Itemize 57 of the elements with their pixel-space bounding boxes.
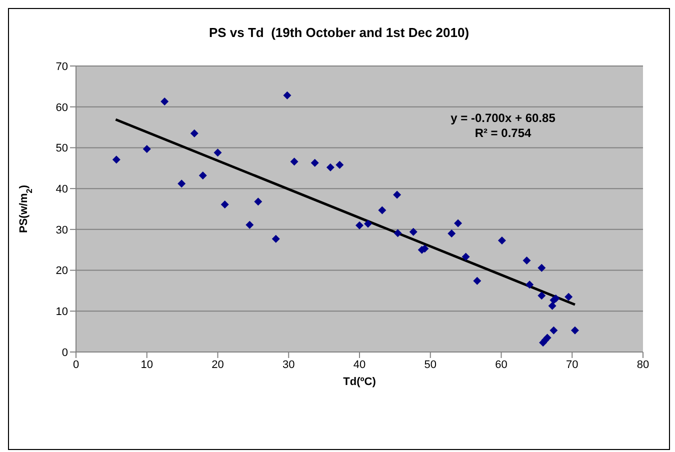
point [543, 334, 552, 342]
x-tick-label: 40 [353, 358, 366, 371]
x-tick-label: 50 [424, 358, 436, 371]
point [356, 221, 364, 230]
point [548, 302, 556, 310]
x-tick-label: 30 [282, 358, 295, 371]
y-tick-label: 30 [56, 224, 68, 236]
point [364, 220, 372, 228]
point [570, 326, 579, 334]
x-tick-label: 20 [212, 358, 224, 371]
point [336, 160, 344, 169]
point [498, 236, 506, 244]
point [190, 129, 198, 138]
y-tick-label: 40 [56, 183, 68, 196]
point [326, 163, 334, 172]
point [526, 280, 534, 289]
x-tick-label: 60 [495, 358, 508, 371]
point [409, 228, 418, 236]
x-tick-label: 80 [636, 358, 650, 371]
x-tick-label: 10 [140, 358, 153, 371]
annotation: y = -0.700x + 60.85 [450, 111, 556, 126]
point [290, 158, 298, 166]
point [246, 220, 254, 229]
point [522, 256, 531, 264]
point [448, 230, 456, 238]
y-tick-label: 0 [62, 346, 68, 359]
point [378, 206, 386, 214]
chart-title: PS vs Td (19th October and 1st Dec 2010) [208, 25, 470, 40]
y-tick-label: 70 [56, 60, 68, 73]
point [538, 264, 546, 272]
x-tick-label: 0 [72, 358, 80, 371]
point [283, 91, 292, 100]
point [550, 326, 558, 334]
point [538, 292, 546, 300]
point [272, 234, 280, 243]
point [220, 200, 229, 209]
annotation: R² = 0.754 [474, 126, 532, 141]
x-tick-label: 70 [566, 358, 578, 371]
point [473, 276, 482, 285]
y-tick-label: 60 [56, 102, 68, 114]
point [564, 292, 573, 301]
y-tick-label: 10 [56, 306, 68, 318]
point [462, 252, 470, 261]
y-tick-label: 20 [56, 265, 68, 278]
point [454, 219, 462, 228]
point [160, 98, 169, 106]
point [198, 171, 207, 180]
y-tick-label: 50 [56, 142, 68, 155]
x-axis-title: Td(ºC) [343, 376, 376, 388]
point [310, 158, 319, 167]
point [112, 156, 120, 164]
point [142, 144, 151, 153]
point [178, 180, 186, 188]
point [393, 190, 402, 199]
point [214, 148, 222, 157]
point [394, 229, 402, 238]
point [254, 198, 262, 206]
